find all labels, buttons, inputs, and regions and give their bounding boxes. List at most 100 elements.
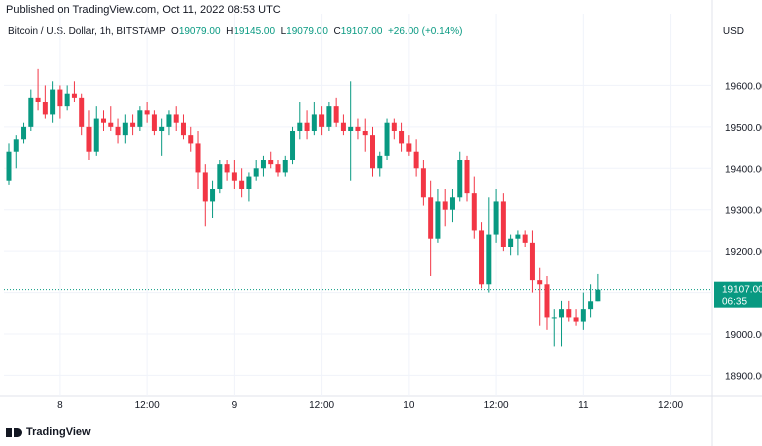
candle-body: [144, 110, 150, 115]
candle-body: [6, 151, 12, 181]
candle-body: [464, 160, 470, 194]
candle-body: [188, 135, 194, 144]
candle-body: [260, 160, 266, 169]
candle-body: [537, 280, 543, 285]
low-value: 19079.00: [286, 26, 328, 37]
low-label: L: [280, 26, 287, 37]
candle-body: [486, 234, 492, 285]
candle-body: [319, 114, 325, 127]
y-tick-label: 19200.00: [725, 247, 762, 258]
candle-body: [57, 89, 63, 107]
x-tick-label: 12:00: [658, 400, 683, 411]
close-label: C: [333, 26, 341, 37]
symbol-legend: Bitcoin / U.S. Dollar, 1h, BITSTAMP O190…: [8, 26, 462, 37]
countdown-label: 06:35: [722, 297, 747, 308]
candle-body: [384, 122, 390, 156]
candle-body: [449, 197, 455, 210]
candle-body: [399, 131, 405, 144]
candle-body: [101, 118, 107, 123]
candle-body: [42, 102, 48, 115]
candle-body: [93, 118, 99, 152]
candle-body: [151, 114, 157, 131]
x-tick-label: 12:00: [309, 400, 334, 411]
candle-body: [595, 289, 601, 302]
candle-body: [282, 160, 288, 173]
tradingview-footer: TradingView: [6, 426, 91, 438]
candle-body: [195, 143, 201, 173]
x-tick-label: 9: [232, 400, 238, 411]
tradingview-logo-icon: [6, 427, 22, 437]
high-label: H: [226, 26, 234, 37]
candle-body: [290, 131, 296, 160]
candle-body: [137, 110, 143, 127]
candle-body: [304, 122, 310, 131]
candle-body: [370, 135, 375, 169]
candle-body: [253, 168, 259, 177]
candle-body: [362, 131, 368, 136]
x-tick-label: 8: [57, 400, 63, 411]
candle-body: [50, 89, 56, 115]
candle-body: [13, 139, 19, 152]
y-tick-label: 19500.00: [725, 123, 762, 134]
candle-body: [566, 309, 572, 318]
candle-body: [239, 180, 245, 189]
candle-body: [348, 126, 354, 131]
candle-body: [442, 201, 448, 210]
y-tick-label: 18900.00: [725, 371, 762, 382]
candle-body: [122, 122, 128, 136]
candle-body: [130, 122, 136, 127]
candle-body: [166, 114, 172, 127]
candle-body: [202, 172, 208, 202]
candle-body: [217, 164, 223, 189]
y-tick-label: 19600.00: [725, 81, 762, 92]
x-tick-label: 12:00: [484, 400, 509, 411]
candle-body: [79, 97, 85, 127]
candle-body: [493, 201, 499, 235]
candle-body: [529, 242, 535, 281]
candle-body: [544, 284, 550, 318]
last-price-tag: [714, 281, 762, 308]
candle-body: [333, 106, 339, 123]
candle-body: [508, 238, 514, 247]
brand-name: TradingView: [26, 426, 91, 438]
candle-body: [391, 122, 397, 131]
currency-label: USD: [722, 26, 744, 37]
open-label: O: [171, 26, 179, 37]
open-value: 19079.00: [178, 26, 221, 37]
close-value: 19107.00: [340, 26, 383, 37]
candle-body: [406, 143, 412, 152]
candle-body: [115, 126, 121, 136]
candle-body: [500, 201, 506, 247]
candle-body: [471, 193, 477, 231]
candle-body: [355, 126, 361, 131]
candle-body: [311, 114, 317, 131]
candle-body: [28, 97, 34, 127]
candle-body: [435, 201, 441, 239]
x-tick-label: 12:00: [135, 400, 160, 411]
candle-body: [224, 164, 230, 173]
last-price-label: 19107.00: [722, 285, 762, 296]
candle-body: [64, 93, 70, 107]
x-tick-label: 10: [403, 400, 415, 411]
y-tick-label: 19000.00: [725, 330, 762, 341]
candle-body: [275, 164, 281, 173]
candle-body: [71, 93, 77, 98]
candle-body: [551, 317, 557, 319]
candle-body: [268, 160, 274, 165]
candle-body: [457, 160, 463, 198]
candle-body: [246, 176, 252, 189]
published-caption: Published on TradingView.com, Oct 11, 20…: [6, 4, 281, 16]
candle-body: [108, 122, 114, 127]
candle-body: [297, 122, 303, 131]
change-value: +26.00 (+0.14%): [387, 26, 463, 37]
candle-body: [231, 172, 237, 181]
candle-body: [173, 114, 179, 123]
candle-body: [479, 230, 485, 285]
candle-body: [340, 122, 346, 131]
candle-body: [428, 197, 434, 239]
candle-body: [559, 309, 565, 318]
candle-body: [210, 189, 216, 202]
candle-body: [580, 309, 586, 322]
y-tick-label: 19300.00: [725, 206, 762, 217]
